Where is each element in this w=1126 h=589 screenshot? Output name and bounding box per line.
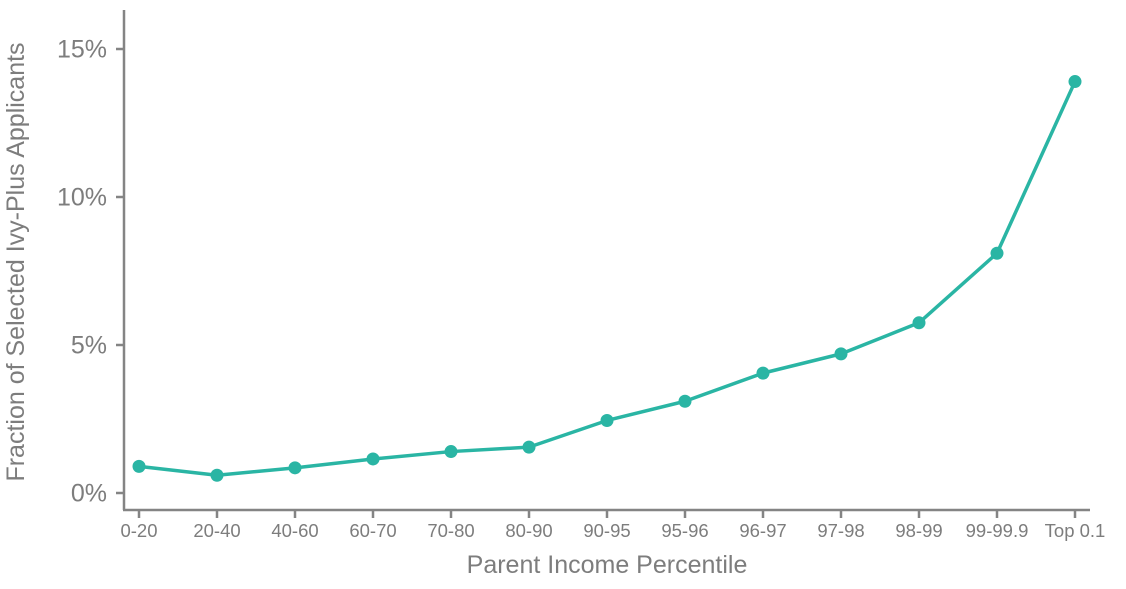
plot-area: 0% 5% 10% 15% 0-20 20-40 40-60 60-70 70-80 80-90 9… (57, 10, 1105, 541)
y-axis-title: Fraction of Selected Ivy-Plus Applicants (2, 42, 30, 481)
data-point (600, 413, 614, 427)
data-point (990, 246, 1004, 260)
data-point (912, 316, 926, 330)
x-tick-label: 40-60 (271, 520, 318, 541)
x-tick-label: 95-96 (661, 520, 708, 541)
x-tick-label: Top 0.1 (1045, 520, 1106, 541)
y-tick-label: 15% (57, 36, 107, 64)
x-tick-label: 98-99 (895, 520, 942, 541)
x-tick-label: 80-90 (505, 520, 552, 541)
data-point (1068, 75, 1082, 89)
y-tick-label: 0% (71, 480, 107, 508)
data-point (678, 394, 692, 408)
data-point (366, 452, 380, 466)
x-tick-label: 96-97 (739, 520, 786, 541)
data-point (210, 468, 224, 482)
x-tick-label: 20-40 (193, 520, 240, 541)
data-point (288, 461, 302, 475)
x-tick-label: 90-95 (583, 520, 630, 541)
x-axis-title: Parent Income Percentile (467, 551, 748, 579)
data-point (522, 440, 536, 454)
x-tick-label: 60-70 (349, 520, 396, 541)
data-point (132, 459, 146, 473)
data-point (756, 366, 770, 380)
y-tick-label: 5% (71, 332, 107, 360)
data-point (834, 347, 848, 361)
x-tick-label: 70-80 (427, 520, 474, 541)
x-tick-label: 0-20 (120, 520, 157, 541)
y-tick-label: 10% (57, 184, 107, 212)
x-tick-label: 97-98 (817, 520, 864, 541)
data-point (444, 445, 458, 459)
x-tick-label: 99-99.9 (966, 520, 1029, 541)
